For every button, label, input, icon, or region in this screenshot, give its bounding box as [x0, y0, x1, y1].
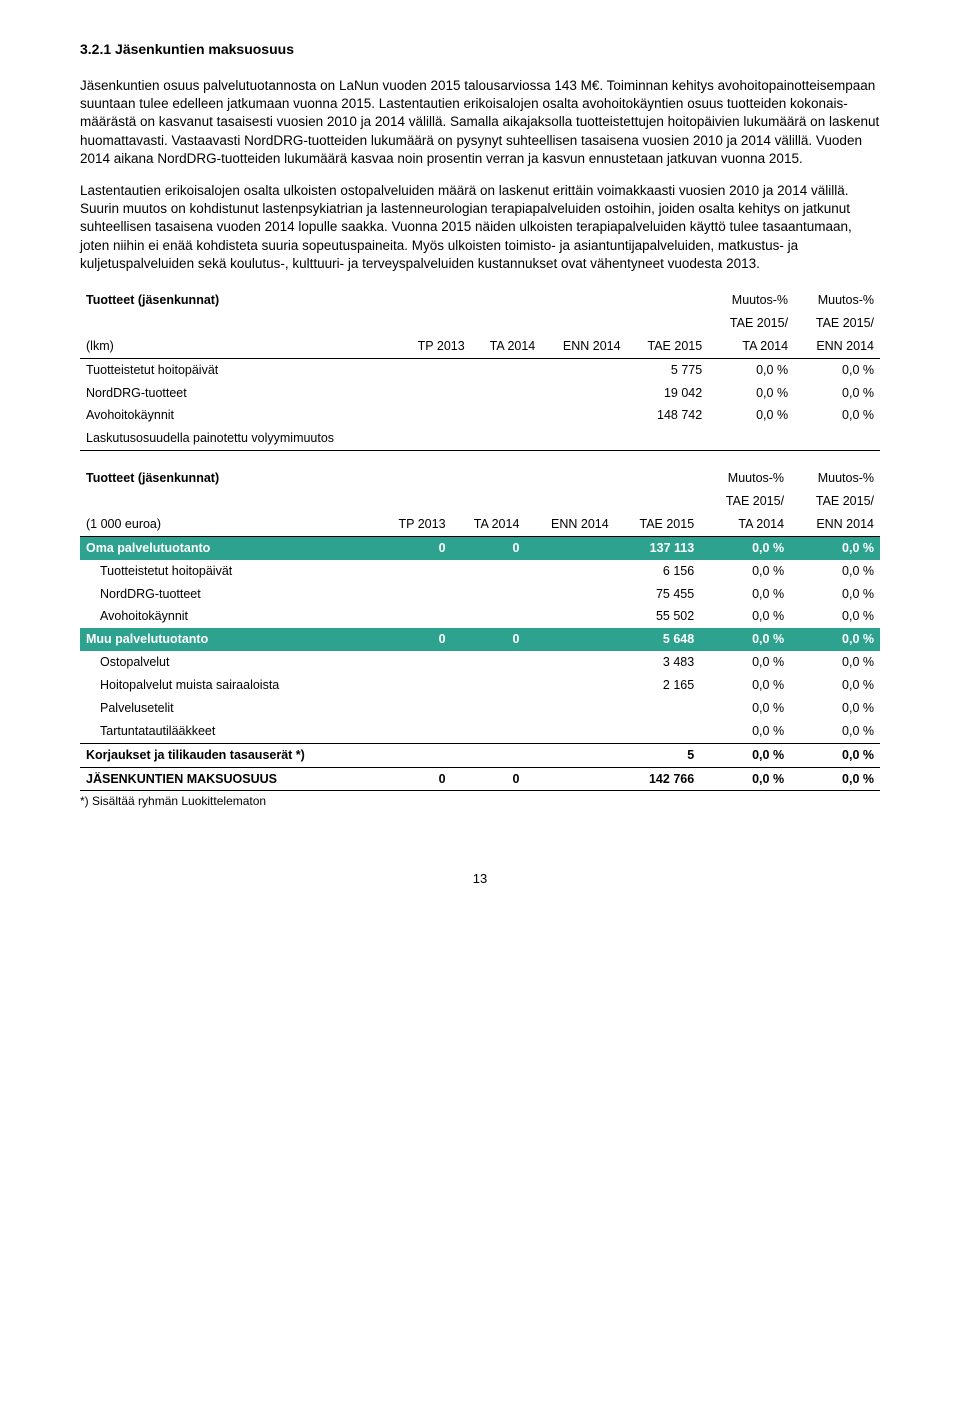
t2-col-5b: TAE 2015/: [700, 490, 790, 513]
t1-col-6c: ENN 2014: [794, 335, 880, 358]
t2-col-5a: Muutos-%: [700, 467, 790, 490]
t1-col-5c: TA 2014: [708, 335, 794, 358]
t2-col-5c: TA 2014: [700, 513, 790, 536]
t2-col-1: TP 2013: [376, 513, 452, 536]
table-row: Tuotteistetut hoitopäivät5 7750,0 %0,0 %: [80, 358, 880, 381]
paragraph-1: Jäsenkuntien osuus palvelutuotannosta on…: [80, 77, 880, 168]
t2-col-2: TA 2014: [452, 513, 526, 536]
table-row: Laskutusosuudella painotettu volyymimuut…: [80, 427, 880, 450]
t1-col-3: ENN 2014: [541, 335, 626, 358]
t1-col-2: TA 2014: [471, 335, 542, 358]
table-row: Avohoitokäynnit55 5020,0 %0,0 %: [80, 605, 880, 628]
page-number: 13: [80, 870, 880, 888]
table-row-muu: Muu palvelutuotanto005 6480,0 %0,0 %: [80, 628, 880, 651]
table-row: Tartuntatautilääkkeet0,0 %0,0 %: [80, 720, 880, 743]
t1-header-title: Tuotteet (jäsenkunnat): [80, 289, 398, 312]
table-products-eur: Tuotteet (jäsenkunnat) Muutos-% Muutos-%…: [80, 467, 880, 791]
table-row-korjaukset: Korjaukset ja tilikauden tasauserät *)50…: [80, 743, 880, 767]
table-footnote: *) Sisältää ryhmän Luokittelematon: [80, 793, 880, 809]
t2-header-title: Tuotteet (jäsenkunnat): [80, 467, 376, 490]
t1-col-6b: TAE 2015/: [794, 312, 880, 335]
t2-col-6a: Muutos-%: [790, 467, 880, 490]
t1-col-1: TP 2013: [398, 335, 470, 358]
table-row-total: JÄSENKUNTIEN MAKSUOSUUS00142 7660,0 %0,0…: [80, 767, 880, 791]
paragraph-2: Lastentautien erikoisalojen osalta ulkoi…: [80, 182, 880, 273]
t2-col-4: TAE 2015: [615, 513, 700, 536]
t1-header-sub: (lkm): [80, 335, 398, 358]
table-row: NordDRG-tuotteet19 0420,0 %0,0 %: [80, 382, 880, 405]
t1-col-5a: Muutos-%: [708, 289, 794, 312]
table-row: Ostopalvelut3 4830,0 %0,0 %: [80, 651, 880, 674]
table-row: Tuotteistetut hoitopäivät6 1560,0 %0,0 %: [80, 560, 880, 583]
section-heading: 3.2.1 Jäsenkuntien maksuosuus: [80, 40, 880, 59]
t1-col-5b: TAE 2015/: [708, 312, 794, 335]
t2-header-sub: (1 000 euroa): [80, 513, 376, 536]
t2-col-3: ENN 2014: [525, 513, 614, 536]
t1-col-4: TAE 2015: [627, 335, 709, 358]
table-row: NordDRG-tuotteet75 4550,0 %0,0 %: [80, 583, 880, 606]
table-row: Avohoitokäynnit148 7420,0 %0,0 %: [80, 404, 880, 427]
table-row: Hoitopalvelut muista sairaaloista2 1650,…: [80, 674, 880, 697]
t1-col-6a: Muutos-%: [794, 289, 880, 312]
t2-col-6c: ENN 2014: [790, 513, 880, 536]
table-row-oma: Oma palvelutuotanto00137 1130,0 %0,0 %: [80, 536, 880, 559]
t2-col-6b: TAE 2015/: [790, 490, 880, 513]
table-row: Palvelusetelit0,0 %0,0 %: [80, 697, 880, 720]
table-products-qty: Tuotteet (jäsenkunnat) Muutos-% Muutos-%…: [80, 289, 880, 451]
